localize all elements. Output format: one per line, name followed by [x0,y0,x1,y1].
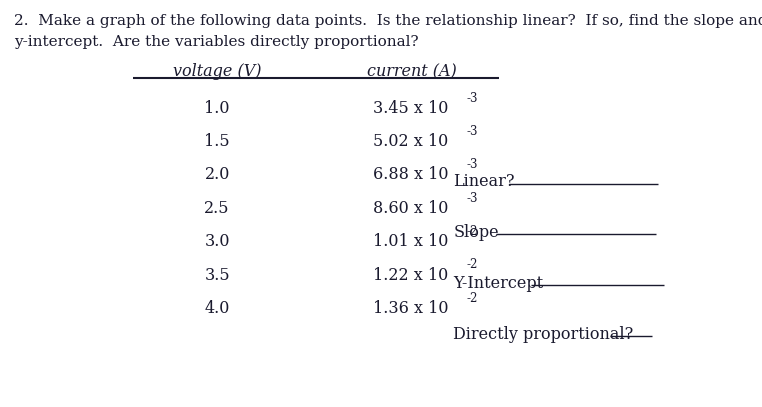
Text: 8.60 x 10: 8.60 x 10 [373,200,449,217]
Text: 4.0: 4.0 [204,300,230,317]
Text: 1.36 x 10: 1.36 x 10 [373,300,449,317]
Text: 2.0: 2.0 [204,166,230,184]
Text: 1.22 x 10: 1.22 x 10 [373,267,449,284]
Text: -3: -3 [466,192,478,205]
Text: Directly proportional?: Directly proportional? [453,326,634,343]
Text: 5.02 x 10: 5.02 x 10 [373,133,449,150]
Text: voltage (V): voltage (V) [173,63,261,80]
Text: 3.45 x 10: 3.45 x 10 [373,100,449,117]
Text: -3: -3 [466,92,478,105]
Text: -3: -3 [466,158,478,171]
Text: Y-Intercept: Y-Intercept [453,275,543,292]
Text: 3.5: 3.5 [204,267,230,284]
Text: 6.88 x 10: 6.88 x 10 [373,166,449,184]
Text: Slope: Slope [453,224,499,241]
Text: current (A): current (A) [367,63,456,80]
Text: 1.5: 1.5 [204,133,230,150]
Text: -3: -3 [466,125,478,138]
Text: 2.5: 2.5 [204,200,230,217]
Text: 1.0: 1.0 [204,100,230,117]
Text: y-intercept.  Are the variables directly proportional?: y-intercept. Are the variables directly … [14,35,418,48]
Text: -2: -2 [466,258,478,271]
Text: 3.0: 3.0 [204,233,230,250]
Text: 2.  Make a graph of the following data points.  Is the relationship linear?  If : 2. Make a graph of the following data po… [14,14,762,28]
Text: -2: -2 [466,292,478,305]
Text: Linear?: Linear? [453,173,515,190]
Text: 1.01 x 10: 1.01 x 10 [373,233,449,250]
Text: -2: -2 [466,225,478,238]
